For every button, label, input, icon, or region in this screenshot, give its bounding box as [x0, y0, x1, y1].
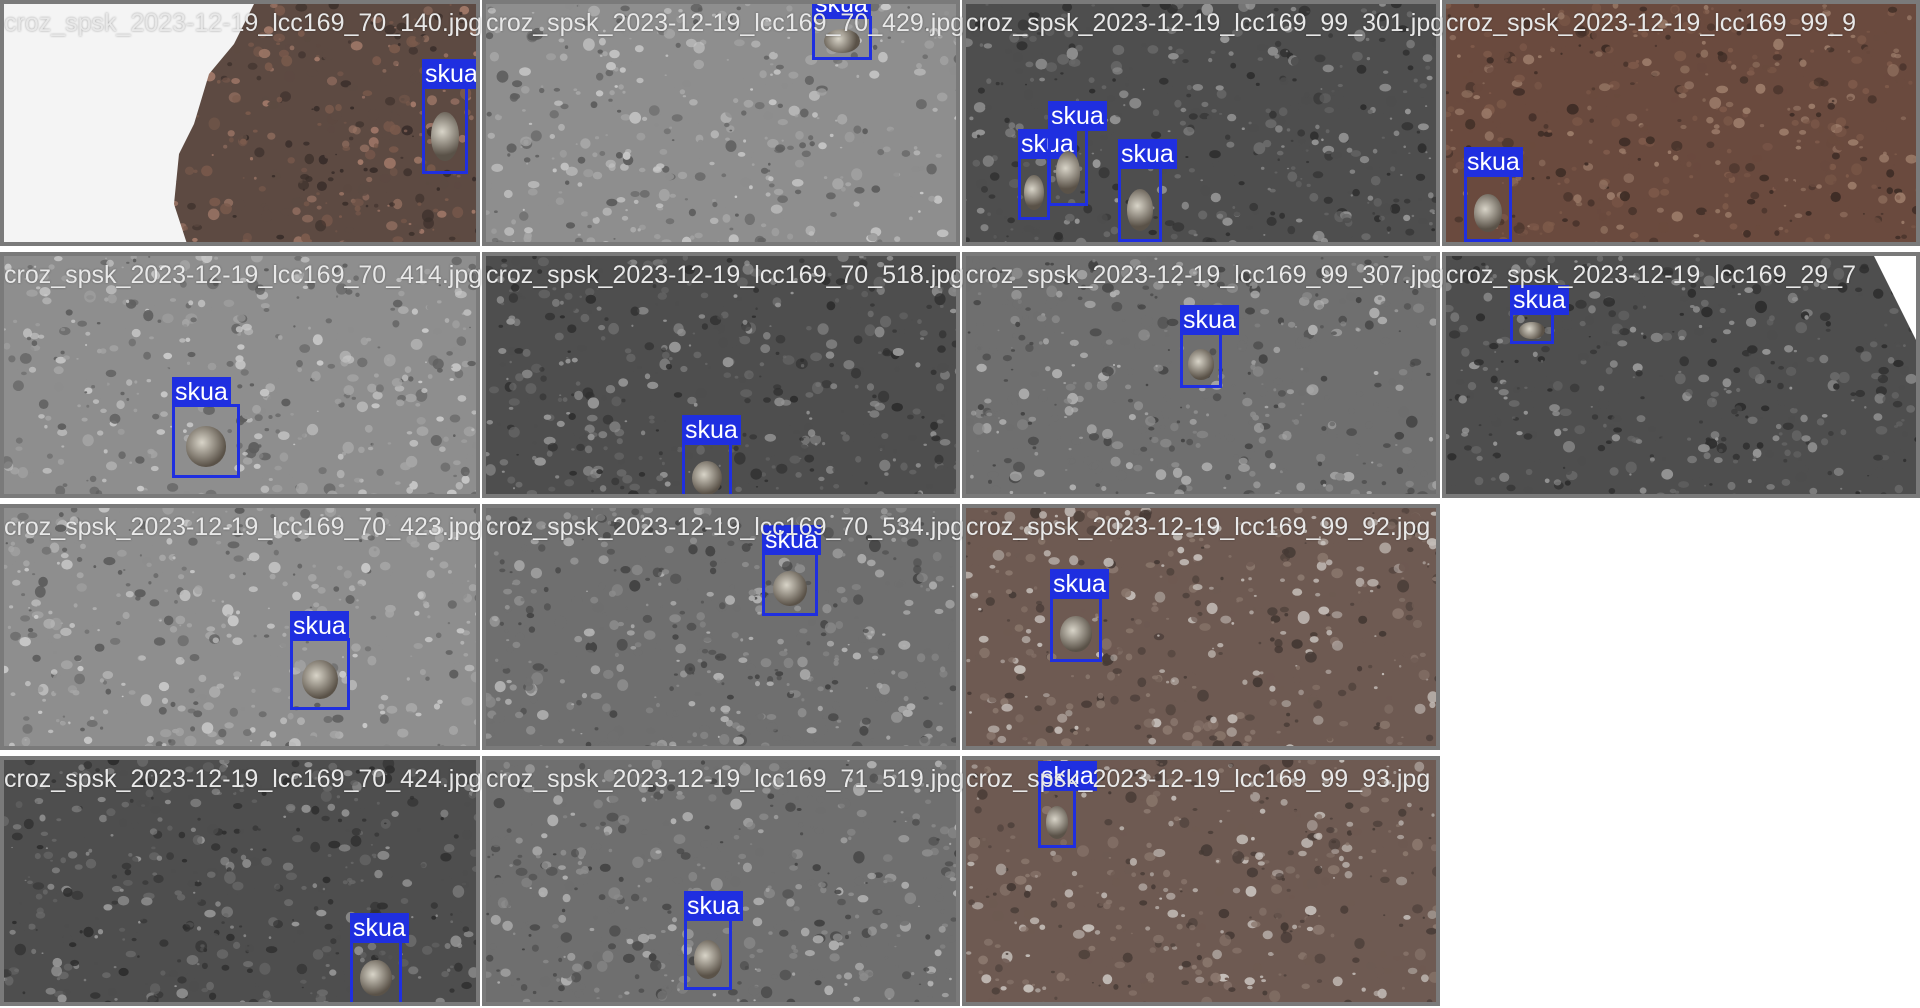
- blank-corner: [1874, 256, 1916, 340]
- image-tile: skua: [0, 756, 480, 1006]
- detection-label: skua: [1464, 147, 1523, 177]
- detection-label: skua: [762, 525, 821, 555]
- image-tile: skua: [962, 252, 1440, 498]
- ground-photo: [486, 4, 956, 242]
- detection-label: skua: [422, 59, 476, 89]
- detection-label: skua: [350, 913, 409, 943]
- snow-patch: [4, 4, 254, 242]
- detection-box: skua: [1048, 101, 1107, 206]
- detection-label: skua: [1510, 285, 1569, 315]
- ground-photo: [966, 508, 1436, 746]
- detection-box: skua: [812, 4, 872, 60]
- detection-label: skua: [1118, 139, 1177, 169]
- ground-photo: [4, 256, 476, 494]
- detection-label: skua: [812, 4, 871, 19]
- image-tile: skua: [482, 756, 960, 1006]
- detection-box: skua: [1118, 139, 1177, 242]
- detection-box: skua: [1050, 569, 1109, 662]
- detection-box: skua: [1510, 285, 1569, 344]
- ground-photo: [4, 4, 476, 242]
- skua-bird: [1518, 321, 1546, 340]
- detection-label: skua: [1038, 761, 1097, 791]
- skua-bird: [1188, 348, 1214, 380]
- ground-photo: [486, 256, 956, 494]
- detection-box: skua: [350, 913, 409, 1002]
- detection-label: skua: [1048, 101, 1107, 131]
- ground-photo: [966, 760, 1436, 1002]
- skua-bird: [1126, 188, 1154, 231]
- detection-box: skua: [762, 525, 821, 616]
- detection-label: skua: [1050, 569, 1109, 599]
- skua-bird: [1060, 615, 1092, 653]
- detection-box: skua: [682, 415, 741, 494]
- image-tile: skua: [482, 504, 960, 750]
- image-tile: skua: [482, 0, 960, 246]
- detection-box: skua: [290, 611, 350, 710]
- ground-photo: [486, 760, 956, 1002]
- skua-bird: [1024, 175, 1044, 211]
- detection-label: skua: [172, 377, 231, 407]
- detection-box: skua: [684, 891, 743, 990]
- detection-label: skua: [290, 611, 349, 641]
- detection-box: skua: [172, 377, 240, 478]
- ground-photo: [4, 508, 476, 746]
- image-tile: skua skua skua: [962, 0, 1440, 246]
- ground-photo: [966, 4, 1436, 242]
- ground-photo: [1446, 4, 1916, 242]
- skua-bird: [693, 939, 723, 980]
- skua-bird: [185, 426, 227, 467]
- detection-label: skua: [1180, 305, 1239, 335]
- skua-bird: [692, 460, 722, 494]
- detection-box: skua: [1180, 305, 1239, 388]
- detection-box: skua: [422, 59, 476, 174]
- image-tile: skua: [962, 504, 1440, 750]
- image-tile: skua: [482, 252, 960, 498]
- skua-bird: [302, 659, 338, 700]
- skua-bird: [431, 112, 459, 161]
- image-tile: skua: [1442, 252, 1920, 498]
- skua-bird: [824, 29, 860, 54]
- skua-bird: [773, 571, 807, 607]
- detection-box: skua: [1018, 129, 1077, 220]
- ground-photo: [486, 508, 956, 746]
- ground-photo: [4, 760, 476, 1002]
- detection-box: skua: [1038, 761, 1097, 848]
- image-tile: skua: [0, 252, 480, 498]
- detection-label: skua: [684, 891, 743, 921]
- detection-label: skua: [682, 415, 741, 445]
- skua-bird: [1045, 806, 1069, 839]
- image-tile: skua: [1442, 0, 1920, 246]
- skua-bird: [1473, 194, 1503, 232]
- detection-box: skua: [1464, 147, 1523, 242]
- image-tile: skua: [962, 756, 1440, 1006]
- skua-bird: [360, 959, 392, 997]
- skua-bird: [1056, 151, 1080, 195]
- image-tile: skua: [0, 0, 480, 246]
- image-tile: skua: [0, 504, 480, 750]
